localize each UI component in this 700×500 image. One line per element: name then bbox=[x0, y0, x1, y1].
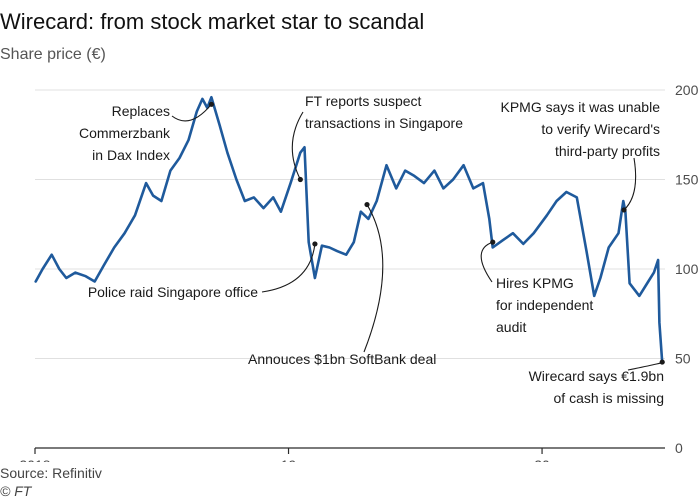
annotation-text: Annouces $1bn SoftBank deal bbox=[248, 351, 436, 367]
annotation-dot bbox=[364, 201, 370, 208]
annotation-text: for independent bbox=[496, 297, 593, 313]
annotation-leader-line bbox=[261, 243, 316, 293]
annotation-text: of cash is missing bbox=[554, 390, 664, 406]
annotation-dot bbox=[297, 176, 303, 183]
chart-title: Wirecard: from stock market star to scan… bbox=[0, 9, 425, 34]
x-tick-label: 19 bbox=[281, 457, 297, 462]
chart-subtitle: Share price (€) bbox=[0, 46, 106, 63]
annotation-text: Wirecard says €1.9bn bbox=[529, 368, 664, 384]
annotation-dot bbox=[621, 207, 627, 213]
annotation-text: Commerzbank bbox=[79, 125, 171, 141]
annotation-dot bbox=[312, 241, 318, 247]
annotation-leader-line bbox=[480, 241, 493, 283]
annotation-text: Hires KPMG bbox=[496, 275, 574, 291]
line-chart: Replaces Commerzbank in Dax Index FT report… bbox=[19, 82, 699, 462]
annotation-text: to verify Wirecard's bbox=[541, 121, 660, 137]
y-tick-label: 50 bbox=[675, 351, 691, 367]
annotation-text: transactions in Singapore bbox=[305, 115, 463, 131]
annotation-dot bbox=[208, 101, 215, 107]
x-tick-label: 20 bbox=[534, 457, 550, 462]
annotation-text: Replaces bbox=[112, 103, 170, 119]
annotation-dot bbox=[659, 359, 665, 365]
annotation-text: KPMG says it was unable bbox=[500, 99, 660, 115]
x-tick-label: 2018 bbox=[19, 457, 50, 462]
y-tick-label: 100 bbox=[675, 261, 699, 277]
y-tick-label: 150 bbox=[675, 172, 699, 188]
annotation-leader-line bbox=[623, 157, 637, 211]
annotation-text: in Dax Index bbox=[92, 147, 170, 163]
y-tick-label: 0 bbox=[675, 440, 683, 456]
annotation-text: audit bbox=[496, 319, 526, 335]
annotation-leader-line bbox=[291, 111, 304, 180]
annotation-text: Police raid Singapore office bbox=[88, 284, 258, 300]
annotation-text: FT reports suspect bbox=[305, 93, 422, 109]
annotation-leader-line bbox=[363, 204, 384, 353]
share-price-line bbox=[34, 95, 664, 364]
credit-note: © FT bbox=[0, 483, 32, 499]
annotation-text: third-party profits bbox=[555, 143, 660, 159]
y-tick-label: 200 bbox=[675, 82, 699, 98]
source-note: Source: Refinitiv bbox=[0, 465, 102, 481]
annotation-dot bbox=[490, 239, 496, 245]
annotation-leader-line bbox=[171, 103, 212, 122]
